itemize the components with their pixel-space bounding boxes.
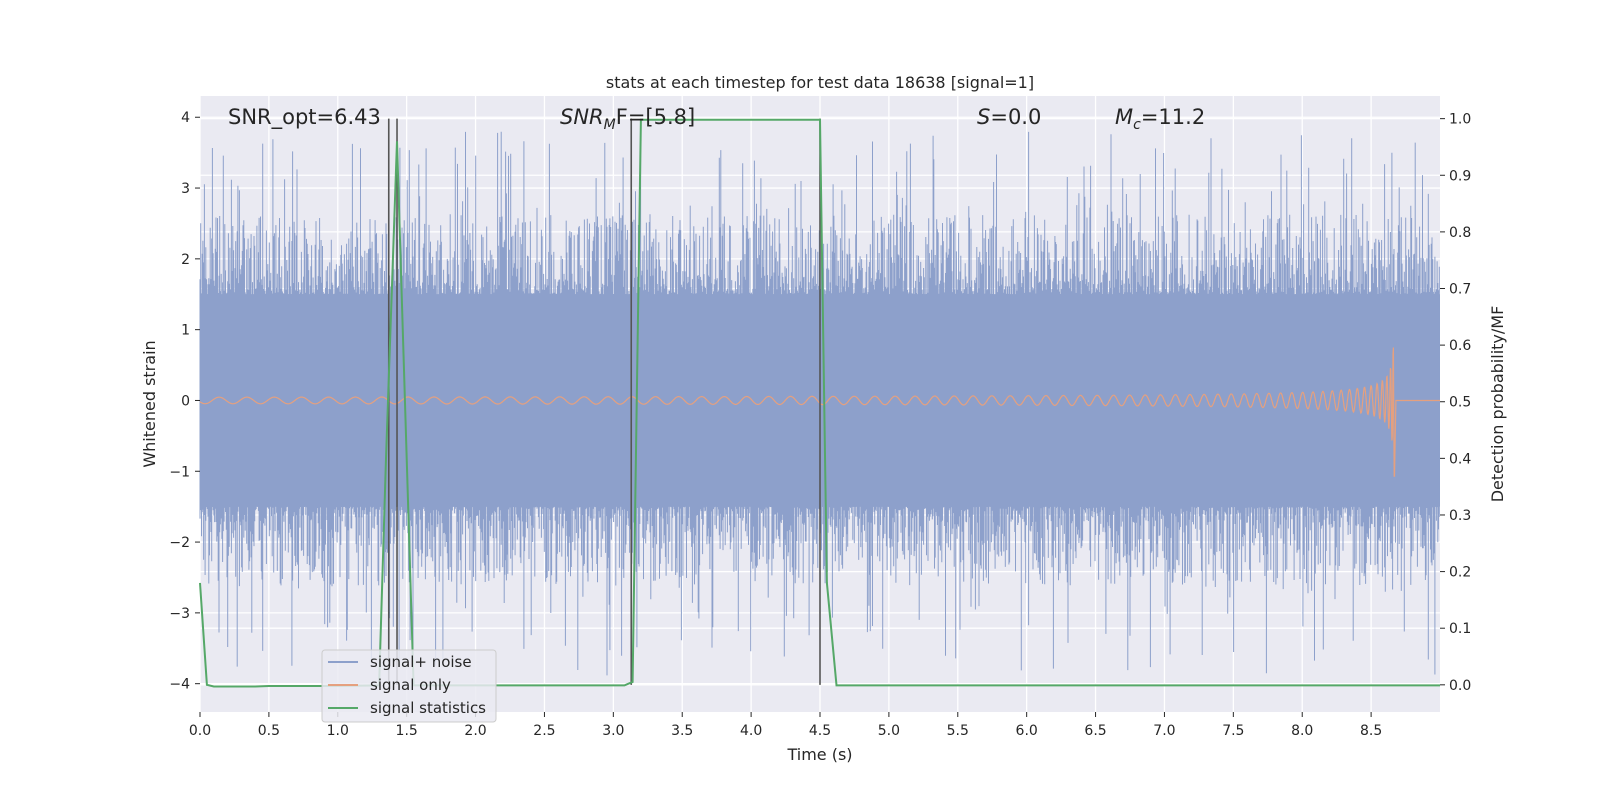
x-tick-label: 4.5 (809, 723, 831, 739)
annotation-mc-tail: =11.2 (1141, 105, 1205, 129)
y-right-tick-label: 1.0 (1449, 112, 1471, 128)
legend-label-signal-plus-noise: signal+ noise (370, 653, 472, 671)
y-right-tick-label: 0.8 (1449, 225, 1471, 241)
chart-title: stats at each timestep for test data 186… (606, 73, 1034, 92)
y-left-tick-label: 3 (181, 181, 190, 197)
x-tick-label: 1.0 (327, 723, 349, 739)
x-tick-label: 7.5 (1222, 723, 1244, 739)
annotation-s-symbol: S (977, 105, 990, 129)
annotation-mc-base: M (1115, 105, 1133, 129)
y-left-tick-label: −3 (169, 606, 190, 622)
annotation-snr-opt: SNR_opt=6.43 (228, 105, 381, 130)
x-tick-label: 2.5 (533, 723, 555, 739)
annotation-snr-mf-base: SNR (560, 105, 604, 129)
x-tick-label: 0.5 (258, 723, 280, 739)
x-tick-label: 2.0 (464, 723, 486, 739)
y-right-tick-label: 0.6 (1449, 338, 1471, 354)
annotation-mc: Mc=11.2 (1115, 105, 1205, 133)
y-left-tick-label: −2 (169, 535, 190, 551)
x-tick-label: 6.0 (1016, 723, 1038, 739)
y-right-tick-label: 0.3 (1449, 508, 1471, 524)
series-signal-only (199, 347, 1440, 477)
legend-box (321, 649, 497, 723)
y-right-tick-label: 0.0 (1449, 678, 1471, 694)
legend: signal+ noise signal only signal statist… (321, 649, 497, 723)
x-tick-label: 7.0 (1153, 723, 1175, 739)
axes: 0.0 0.5 1.0 1.5 2.0 2.5 3.0 3.5 4.0 4.5 5.0 5.5 6.0 6… (169, 110, 1471, 739)
x-tick-label: 1.5 (396, 723, 418, 739)
y-axis-left-label: Whitened strain (140, 340, 159, 467)
y-right-tick-label: 0.2 (1449, 565, 1471, 581)
x-tick-label: 0.0 (189, 723, 211, 739)
annotation-snr-mf-sub: M (604, 117, 616, 133)
y-left-tick-label: −1 (169, 464, 190, 480)
y-right-tick-label: 0.7 (1449, 282, 1471, 298)
y-left-tick-label: −4 (169, 677, 190, 693)
x-axis-label: Time (s) (786, 745, 852, 764)
x-tick-label: 3.0 (602, 723, 624, 739)
chirp-line (199, 347, 1440, 477)
x-tick-label: 3.5 (671, 723, 693, 739)
annotation-s: S=0.0 (977, 105, 1041, 129)
annotation-s-value: =0.0 (990, 105, 1041, 129)
y-right-tick-label: 0.4 (1449, 451, 1471, 467)
y-left-tick-label: 0 (181, 393, 190, 409)
y-right-tick-label: 0.1 (1449, 621, 1471, 637)
x-tick-label: 6.5 (1084, 723, 1106, 739)
annotation-mc-sub: c (1133, 117, 1141, 133)
legend-label-signal-only: signal only (370, 676, 451, 694)
x-tick-label: 8.0 (1291, 723, 1313, 739)
x-tick-label: 8.5 (1360, 723, 1382, 739)
y-left-tick-label: 1 (181, 323, 190, 339)
annotation-snr-mf: SNRMF=[5.8] (560, 105, 695, 133)
annotation-snr-mf-tail: F=[5.8] (616, 105, 695, 129)
y-axis-right-label: Detection probability/MF (1488, 306, 1507, 503)
x-tick-label: 5.5 (947, 723, 969, 739)
x-tick-label: 4.0 (740, 723, 762, 739)
y-right-tick-label: 0.9 (1449, 168, 1471, 184)
y-left-tick-label: 2 (181, 252, 190, 268)
y-left-tick-label: 4 (181, 110, 190, 126)
legend-label-signal-statistics: signal statistics (370, 699, 486, 717)
noise-spikes (199, 131, 1440, 676)
x-tick-label: 5.0 (878, 723, 900, 739)
y-right-tick-label: 0.5 (1449, 395, 1471, 411)
